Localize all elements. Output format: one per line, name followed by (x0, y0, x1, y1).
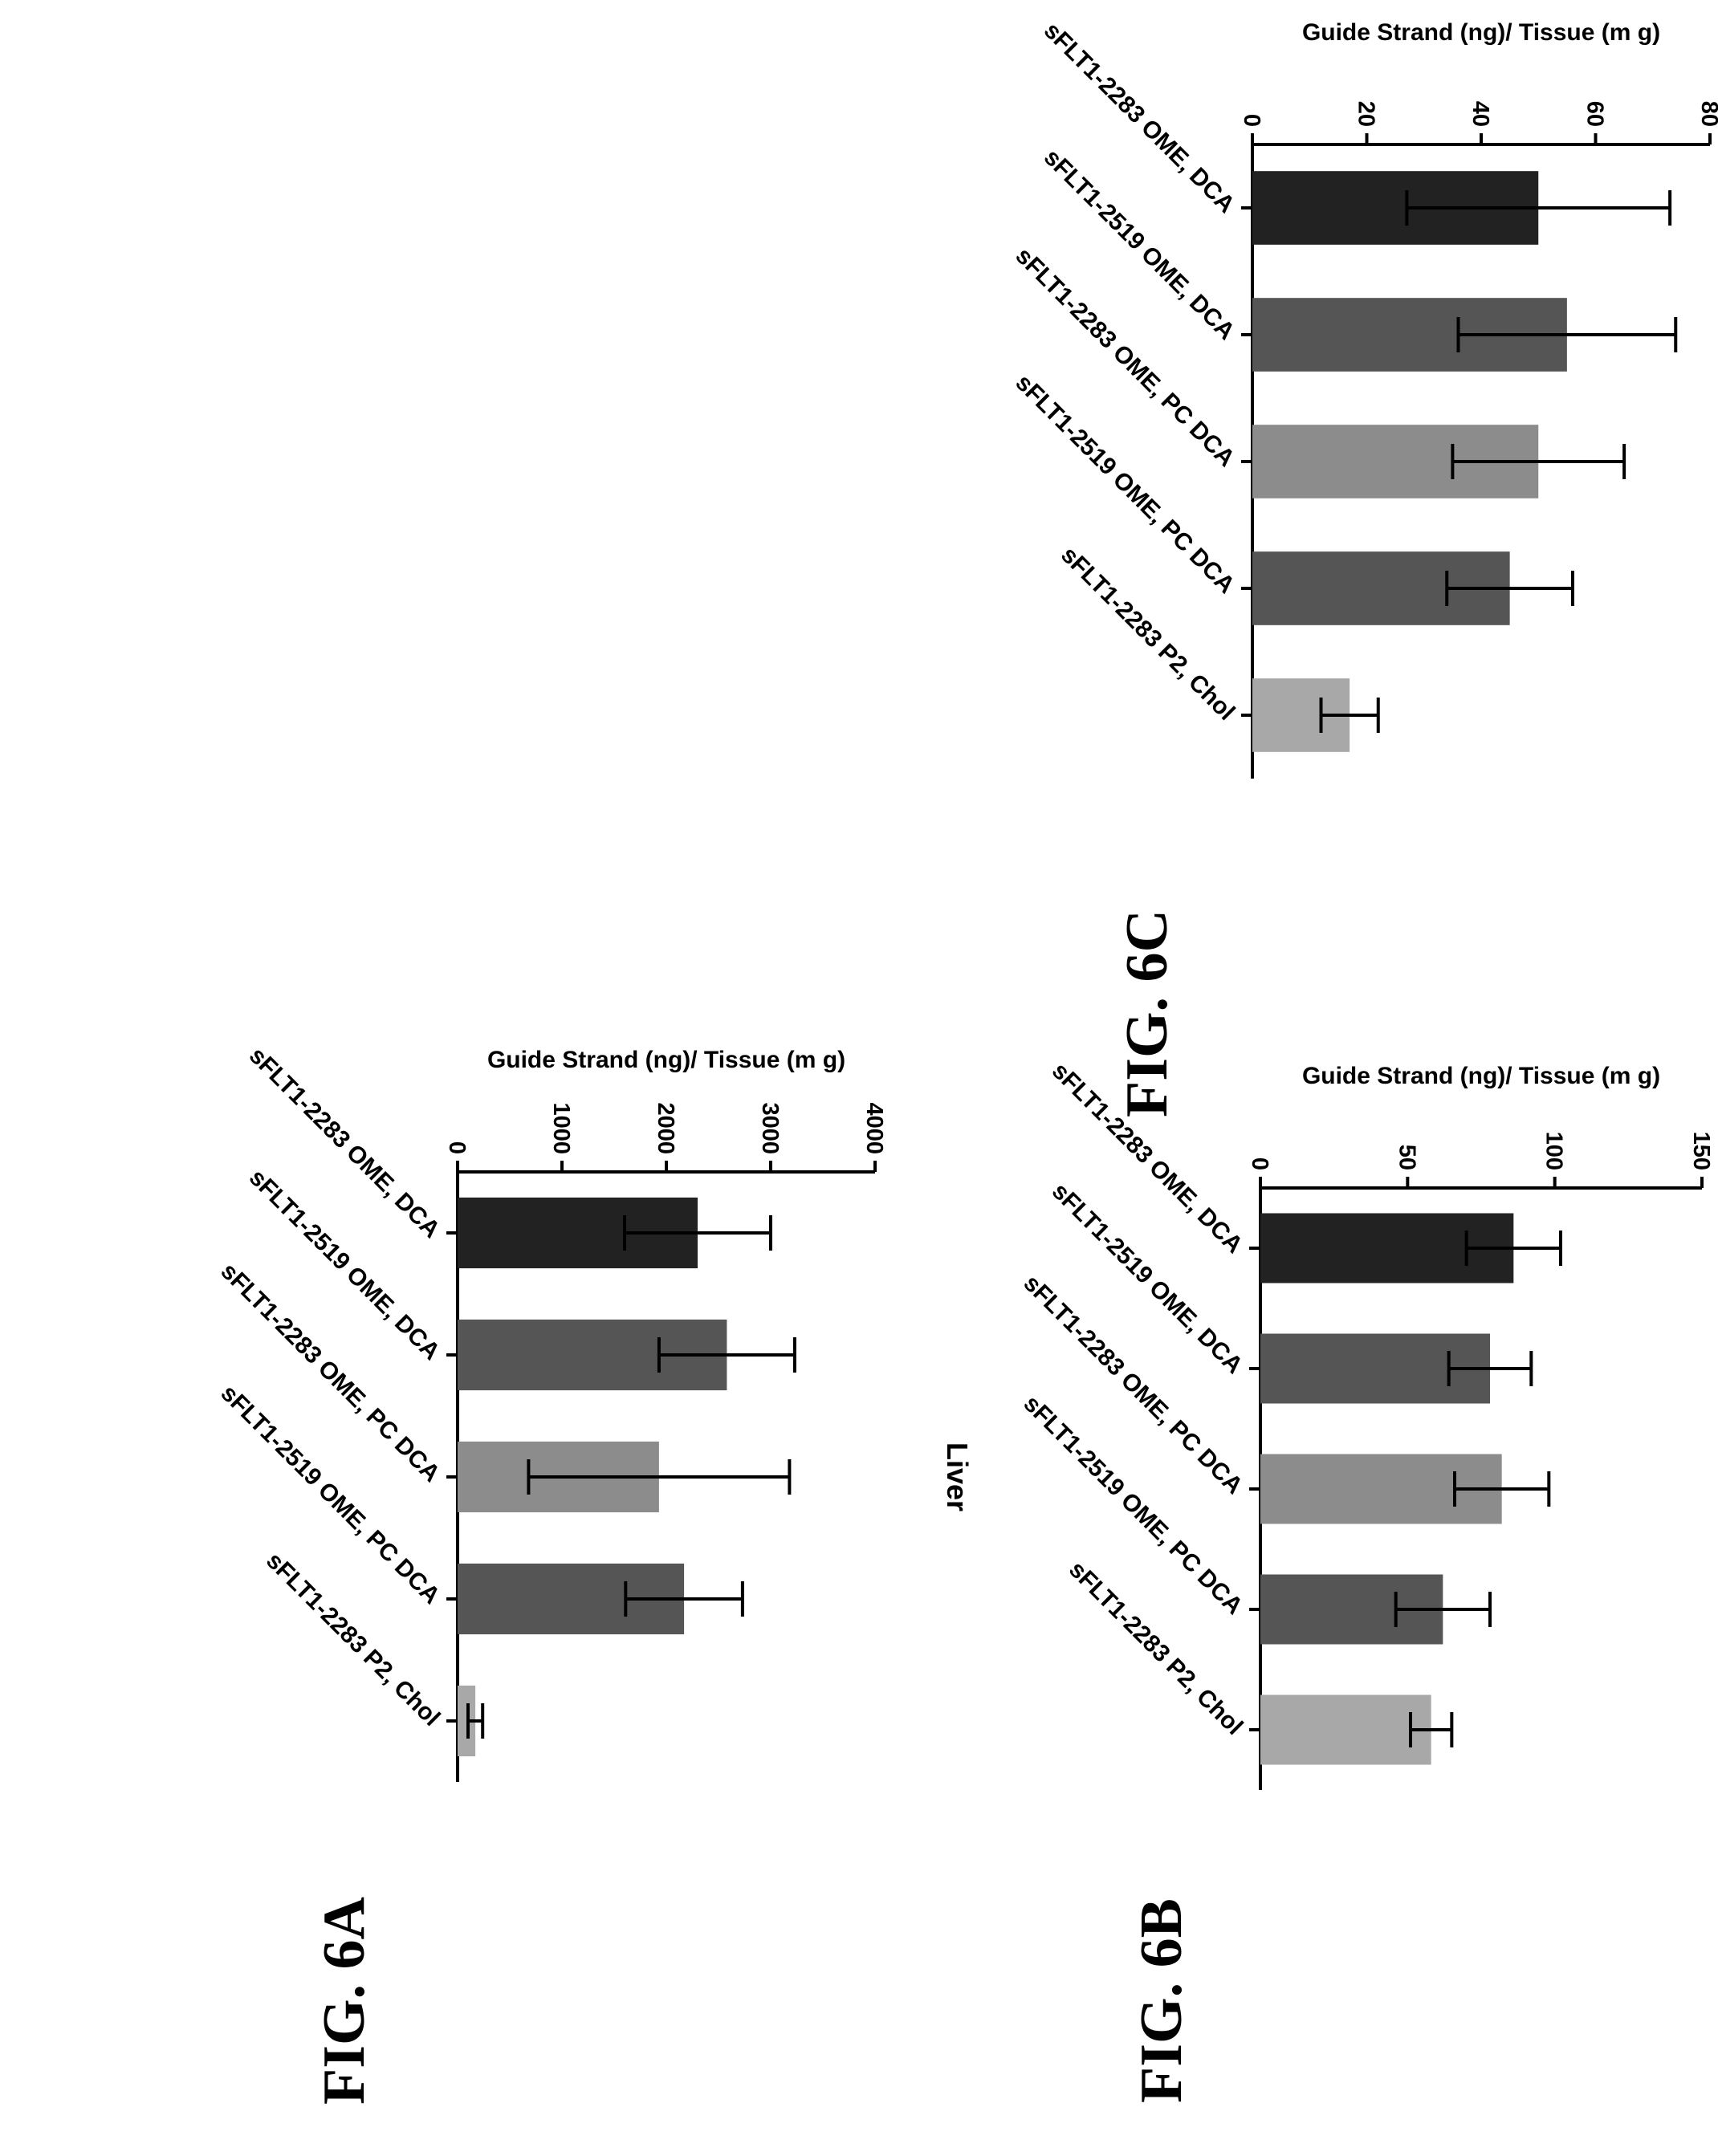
chart-body-b: Kidney050100150Guide Strand (ng)/ Tissue… (1019, 1058, 1714, 1790)
chart-svg-c: Placenta020406080Guide Strand (ng)/ Tiss… (1011, 18, 1718, 779)
bar (458, 1563, 685, 1635)
category-label: sFLT1-2519 OME, PC DCA (1019, 1390, 1248, 1620)
bar (1260, 1454, 1502, 1524)
y-tick-label: 20 (1354, 101, 1379, 127)
y-tick-label: 100 (1541, 1132, 1567, 1170)
y-tick-label: 4000 (861, 1102, 887, 1154)
chart-placenta: Placenta020406080Guide Strand (ng)/ Tiss… (835, 18, 1718, 819)
y-tick-label: 0 (1247, 1157, 1272, 1170)
bar (458, 1197, 698, 1269)
y-tick-label: 3000 (757, 1102, 783, 1154)
bar (1252, 551, 1510, 625)
bar (1260, 1694, 1431, 1765)
bar (1260, 1213, 1514, 1283)
chart-kidney: Kidney050100150Guide Strand (ng)/ Tissue… (843, 1027, 1718, 1822)
category-label: sFLT1-2283 OME, PC DCA (216, 1258, 446, 1487)
bar (458, 1319, 727, 1391)
y-tick-label: 0 (1239, 114, 1264, 127)
chart-title: Liver (941, 1442, 974, 1511)
category-label: sFLT1-2519 OME, DCA (1047, 1178, 1248, 1379)
y-tick-label: 80 (1696, 101, 1718, 127)
bar (1252, 678, 1350, 752)
y-axis-label: Guide Strand (ng)/ Tissue (m g) (1302, 19, 1660, 46)
y-tick-label: 50 (1394, 1145, 1419, 1170)
y-tick-label: 40 (1468, 101, 1493, 127)
y-axis-label: Guide Strand (ng)/ Tissue (m g) (487, 1047, 845, 1073)
category-label: sFLT1-2283 OME, PC DCA (1011, 242, 1240, 472)
chart-body-c: Placenta020406080Guide Strand (ng)/ Tiss… (1011, 18, 1718, 779)
y-tick-label: 60 (1582, 101, 1608, 127)
bar (1252, 171, 1539, 245)
fig-label-6a: FIG. 6A (311, 1897, 377, 2105)
y-tick-label: 150 (1688, 1132, 1714, 1170)
bar (1252, 298, 1567, 372)
category-label: sFLT1-2519 OME, PC DCA (1011, 369, 1240, 599)
y-axis-label: Guide Strand (ng)/ Tissue (m g) (1302, 1063, 1660, 1089)
category-label: sFLT1-2283 OME, PC DCA (1019, 1270, 1248, 1499)
chart-svg-b: Kidney050100150Guide Strand (ng)/ Tissue… (1019, 1058, 1714, 1790)
category-label: sFLT1-2519 OME, PC DCA (216, 1380, 446, 1609)
chart-svg-a: Liver 0 1000 2000 3000 4000 Guide Strand (ng)/… (216, 1043, 974, 1782)
bar (1252, 425, 1539, 498)
y-tick-label: 0 (444, 1141, 470, 1154)
chart-liver: Liver 0 1000 2000 3000 4000 Guide Strand (ng)/… (24, 1027, 987, 1822)
bar (1260, 1333, 1490, 1404)
y-tick-label: 2000 (653, 1102, 678, 1154)
fig-label-6c: FIG. 6C (1114, 909, 1180, 1117)
y-tick-label: 1000 (548, 1102, 574, 1154)
fig-label-6b: FIG. 6B (1128, 1898, 1195, 2103)
